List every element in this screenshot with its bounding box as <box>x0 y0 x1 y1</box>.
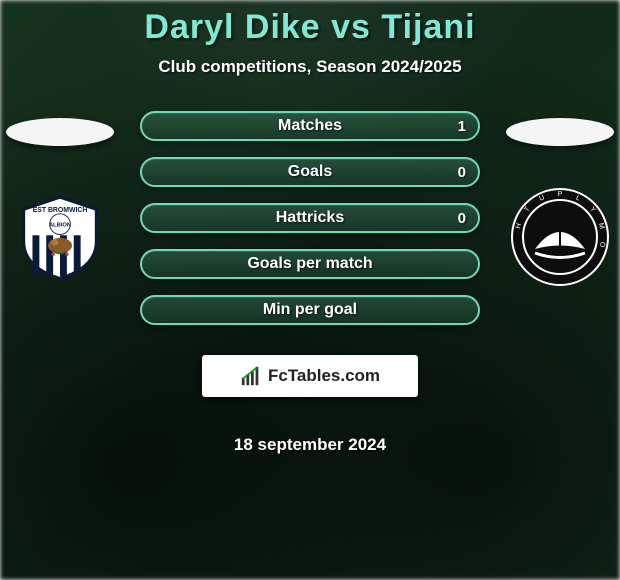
stat-label: Goals per match <box>247 255 372 273</box>
stat-label: Goals <box>288 163 332 181</box>
stat-label: Min per goal <box>263 301 357 319</box>
stat-value-right: 0 <box>458 164 466 181</box>
stat-value-right: 0 <box>458 210 466 227</box>
stat-label: Hattricks <box>276 209 344 227</box>
stat-label: Matches <box>278 117 342 135</box>
stat-row-goals-per-match: Goals per match <box>140 249 480 279</box>
brand-text: FcTables.com <box>268 366 380 386</box>
stat-value-right: 1 <box>458 118 466 135</box>
stats-area: Matches 1 Goals 0 Hattricks 0 Goals per … <box>0 111 620 455</box>
stat-row-matches: Matches 1 <box>140 111 480 141</box>
stat-row-min-per-goal: Min per goal <box>140 295 480 325</box>
stat-row-goals: Goals 0 <box>140 157 480 187</box>
chart-icon <box>240 365 262 387</box>
date-text: 18 september 2024 <box>234 435 386 455</box>
stat-row-hattricks: Hattricks 0 <box>140 203 480 233</box>
subtitle: Club competitions, Season 2024/2025 <box>158 57 461 77</box>
page-title: Daryl Dike vs Tijani <box>144 8 475 47</box>
brand-box: FcTables.com <box>202 355 418 397</box>
